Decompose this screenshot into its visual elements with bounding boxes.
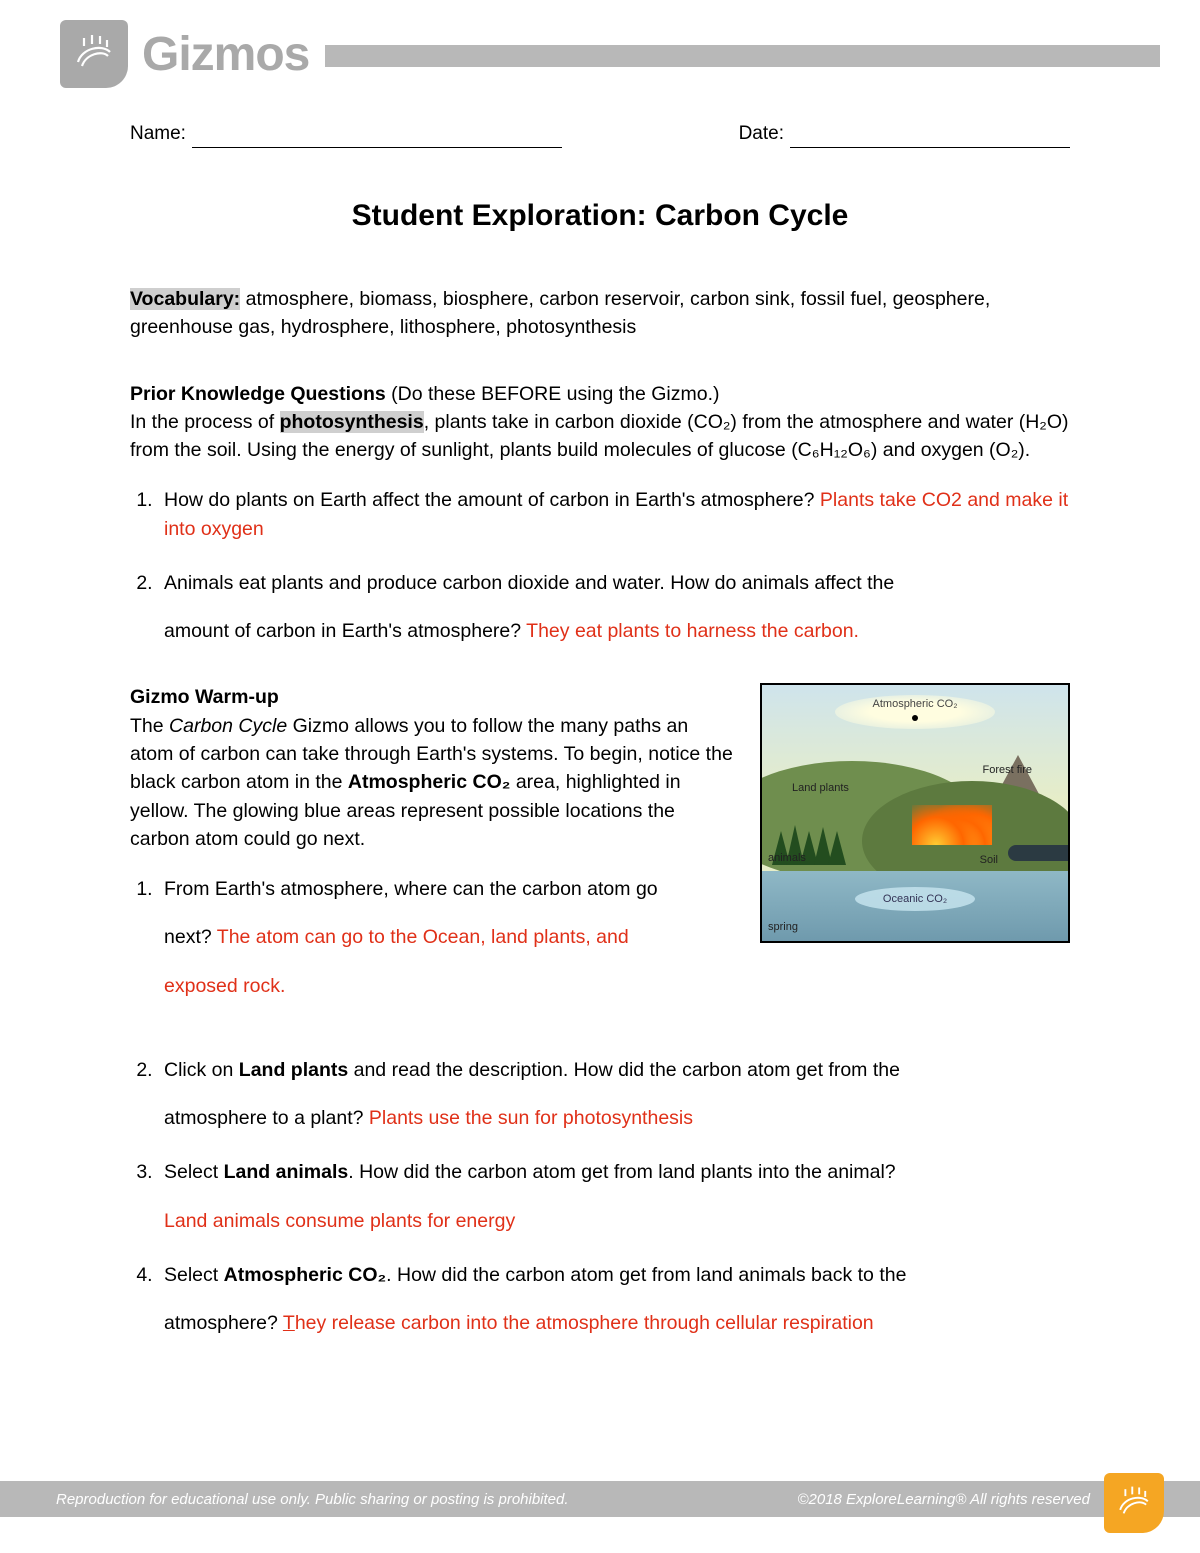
brand-logo-icon [60, 20, 128, 88]
prior-q1: How do plants on Earth affect the amount… [158, 486, 1070, 543]
gizmo-diagram: Atmospheric CO₂ Oceanic CO [760, 683, 1070, 943]
footer-right: ©2018 ExploreLearning® All rights reserv… [797, 1491, 1090, 1508]
carbon-atom-icon [912, 715, 918, 721]
footer-left: Reproduction for educational use only. P… [56, 1491, 569, 1508]
diagram-landplants-label: Land plants [792, 781, 849, 797]
warmup-a2: Plants use the sun for photosynthesis [369, 1107, 693, 1129]
name-input-line[interactable] [192, 128, 562, 148]
forest-fire-icon [912, 805, 992, 845]
worksheet-page: Gizmos Name: Date: Student Exploration: … [0, 0, 1200, 1553]
warmup-a1-line1: The atom can go to the Ocean, land plant… [217, 926, 629, 948]
warmup-q4-pre: Select [164, 1264, 224, 1286]
date-label: Date: [739, 120, 784, 148]
warmup-q4-bold: Atmospheric CO₂ [224, 1264, 387, 1286]
warmup-q2: Click on Land plants and read the descri… [158, 1056, 1070, 1133]
footer-bar: Reproduction for educational use only. P… [0, 1481, 1200, 1517]
diagram-animals-label: animals [768, 851, 806, 867]
prior-intro-a: In the process of [130, 411, 280, 433]
diagram-atmo-label: Atmospheric CO₂ [835, 695, 995, 729]
warmup-q3-post: . How did the carbon atom get from land … [348, 1161, 895, 1183]
warmup-q1-line1: From Earth's atmosphere, where can the c… [164, 878, 658, 900]
date-input-line[interactable] [790, 128, 1070, 148]
prior-knowledge-section: Prior Knowledge Questions (Do these BEFO… [130, 380, 1070, 646]
prior-heading: Prior Knowledge Questions [130, 383, 386, 405]
warmup-q2-bold: Land plants [239, 1059, 348, 1081]
footer-logo-icon [1104, 1473, 1164, 1533]
name-date-row: Name: Date: [130, 120, 1070, 148]
warmup-a1-line2: exposed rock. [164, 972, 736, 1000]
vocab-heading: Vocabulary: [130, 288, 240, 310]
diagram-fire-label: Forest fire [982, 763, 1032, 779]
warmup-a4: hey release carbon into the atmosphere t… [295, 1312, 874, 1334]
prior-q2: Animals eat plants and produce carbon di… [158, 569, 1070, 646]
warmup-heading: Gizmo Warm-up [130, 686, 279, 708]
warmup-q2-line2: atmosphere to a plant? [164, 1107, 369, 1129]
warmup-q3-bold: Land animals [224, 1161, 349, 1183]
warmup-section: Gizmo Warm-up The Carbon Cycle Gizmo all… [130, 683, 1070, 1337]
prior-note: (Do these BEFORE using the Gizmo.) [386, 383, 720, 405]
page-title: Student Exploration: Carbon Cycle [130, 194, 1070, 238]
prior-a2: They eat plants to harness the carbon. [526, 620, 859, 642]
header-bar [325, 45, 1160, 67]
diagram-soil-label: Soil [980, 853, 998, 869]
brand-header: Gizmos [0, 0, 1200, 90]
brand-name: Gizmos [142, 27, 309, 82]
prior-q2-line2: amount of carbon in Earth's atmosphere? [164, 620, 526, 642]
content-area: Name: Date: Student Exploration: Carbon … [0, 90, 1200, 1337]
warmup-q1-line2: next? [164, 926, 217, 948]
warmup-q3-pre: Select [164, 1161, 224, 1183]
warmup-intro-bold: Atmospheric CO₂ [348, 771, 511, 793]
date-field: Date: [739, 120, 1070, 148]
warmup-q1: From Earth's atmosphere, where can the c… [158, 875, 736, 1000]
prior-q1-text: How do plants on Earth affect the amount… [164, 489, 820, 511]
warmup-q2-post: and read the description. How did the ca… [348, 1059, 900, 1081]
warmup-q4-line2: atmosphere? [164, 1312, 283, 1334]
warmup-a4-underline: T [283, 1312, 295, 1334]
prior-q2-line1: Animals eat plants and produce carbon di… [164, 572, 894, 594]
warmup-q4-post: . How did the carbon atom get from land … [386, 1264, 906, 1286]
warmup-q3: Select Land animals. How did the carbon … [158, 1158, 1070, 1235]
name-label: Name: [130, 120, 186, 148]
warmup-a3: Land animals consume plants for energy [164, 1207, 1070, 1235]
warmup-intro-italic: Carbon Cycle [169, 715, 287, 737]
vocabulary-section: Vocabulary: atmosphere, biomass, biosphe… [130, 285, 1070, 342]
name-field: Name: [130, 120, 562, 148]
warmup-intro-a: The [130, 715, 169, 737]
diagram-spring-label: spring [768, 920, 798, 936]
vocab-text: atmosphere, biomass, biosphere, carbon r… [130, 288, 990, 338]
warmup-q2-pre: Click on [164, 1059, 239, 1081]
diagram-ocean-label: Oceanic CO₂ [855, 887, 975, 911]
photosynthesis-term: photosynthesis [280, 411, 424, 433]
warmup-q4: Select Atmospheric CO₂. How did the carb… [158, 1261, 1070, 1338]
